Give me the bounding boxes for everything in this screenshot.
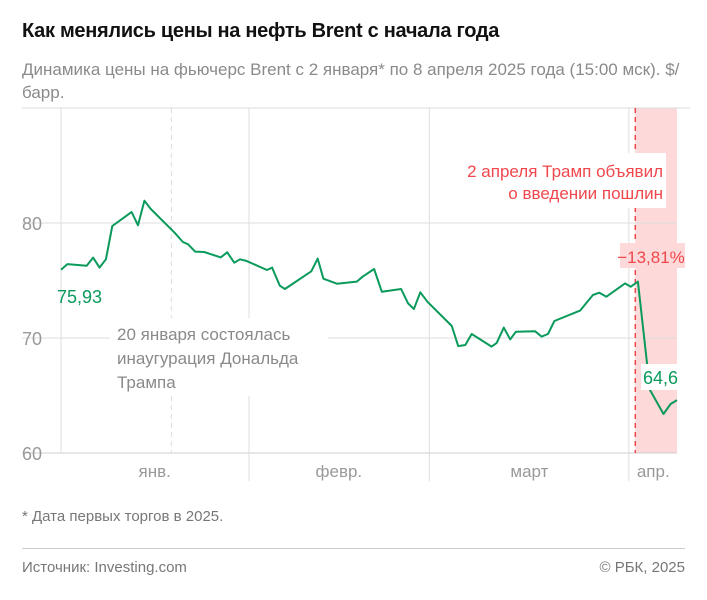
change-percent-label: −13,81% xyxy=(617,248,685,267)
y-tick-label: 80 xyxy=(22,214,42,234)
end-value-bg xyxy=(641,364,677,390)
inauguration-annotation: инаугурация Дональда xyxy=(117,349,299,368)
brent-price-line xyxy=(60,199,678,415)
x-tick-label: февр. xyxy=(316,462,363,481)
chart-subtitle: Динамика цены на фьючерс Brent с 2 январ… xyxy=(22,60,680,102)
y-tick-label: 70 xyxy=(22,329,42,349)
end-value-label: 64,6 xyxy=(643,368,678,388)
x-tick-label: апр. xyxy=(637,462,670,481)
source-text: Источник: Investing.com xyxy=(22,559,187,576)
x-tick-label: янв. xyxy=(139,462,171,481)
inauguration-annotation: 20 января состоялась xyxy=(117,325,290,344)
tariff-label-bg xyxy=(440,153,666,208)
y-tick-label: 60 xyxy=(22,444,42,464)
copyright-text: © РБК, 2025 xyxy=(599,559,685,576)
divider xyxy=(22,548,685,549)
inauguration-label-bg xyxy=(110,318,328,396)
tariff-annotation: о введении пошлин xyxy=(508,184,663,203)
x-tick-label: март xyxy=(510,462,548,481)
change-label-bg xyxy=(620,243,685,268)
inauguration-annotation: Трампа xyxy=(117,373,176,392)
chart-title: Как менялись цены на нефть Brent с начал… xyxy=(22,20,500,42)
footnote: * Дата первых торгов в 2025. xyxy=(22,508,224,525)
tariff-annotation: 2 апреля Трамп объявил xyxy=(467,162,663,181)
start-value-label: 75,93 xyxy=(57,287,102,307)
